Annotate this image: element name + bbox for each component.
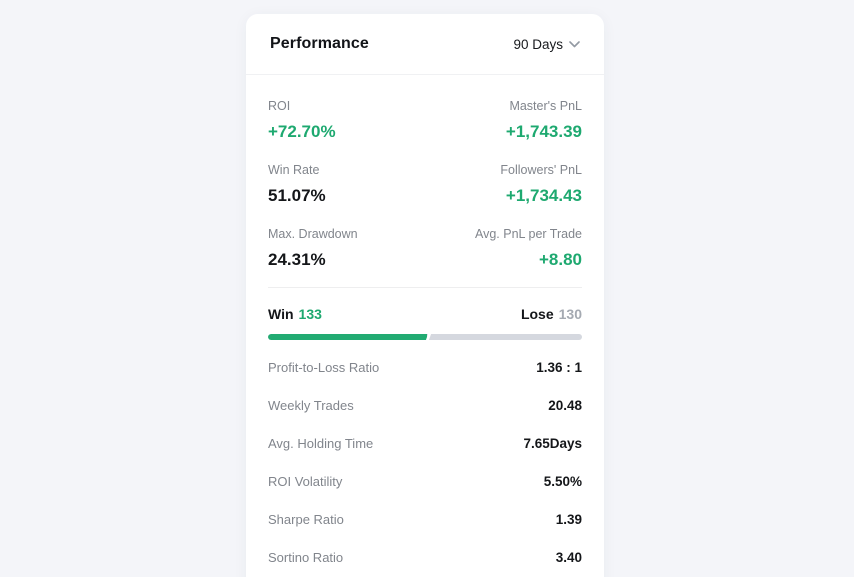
stat-label: Max. Drawdown [268, 227, 358, 241]
header-divider [246, 74, 604, 75]
card-body: ROI +72.70% Master's PnL +1,743.39 Win R… [246, 98, 604, 576]
stat-roi: ROI +72.70% [268, 98, 425, 143]
metric-row-profit-to-loss: Profit-to-Loss Ratio 1.36 : 1 [268, 348, 582, 386]
stat-max-drawdown: Max. Drawdown 24.31% [268, 226, 425, 271]
metric-label: Sortino Ratio [268, 549, 344, 565]
metric-value: 5.50% [543, 473, 582, 489]
win-lose-bar [268, 334, 582, 340]
stat-label: ROI [268, 99, 291, 113]
win-lose-labels: Win 133 Lose 130 [268, 305, 582, 324]
period-dropdown-value: 90 Days [513, 36, 563, 52]
section-divider [268, 287, 582, 288]
metric-value: 20.48 [548, 397, 582, 413]
lose-label: Lose [520, 306, 554, 322]
stat-label: Win Rate [268, 163, 320, 177]
stat-masters-pnl: Master's PnL +1,743.39 [425, 98, 582, 143]
metric-row-roi-volatility: ROI Volatility 5.50% [268, 462, 582, 500]
stat-followers-pnl: Followers' PnL +1,734.43 [425, 162, 582, 207]
win-bar-segment [268, 334, 427, 340]
lose-label-group: Lose 130 [521, 305, 582, 324]
metric-value: 3.40 [555, 549, 582, 565]
win-label: Win [268, 306, 294, 322]
stat-value: 24.31% [268, 250, 326, 269]
metric-row-weekly-trades: Weekly Trades 20.48 [268, 386, 582, 424]
stat-win-rate: Win Rate 51.07% [268, 162, 425, 207]
performance-card: Performance 90 Days ROI +72.70% Master's… [246, 14, 604, 577]
metric-row-avg-holding-time: Avg. Holding Time 7.65Days [268, 424, 582, 462]
metric-row-sharpe-ratio: Sharpe Ratio 1.39 [268, 500, 582, 538]
lose-count: 130 [558, 306, 582, 322]
stat-label: Master's PnL [509, 99, 582, 113]
period-dropdown[interactable]: 90 Days [513, 37, 580, 52]
win-lose-section: Win 133 Lose 130 [268, 305, 582, 340]
stats-grid: ROI +72.70% Master's PnL +1,743.39 Win R… [268, 98, 582, 271]
stat-value: 51.07% [268, 186, 326, 205]
metric-label: Weekly Trades [268, 397, 354, 413]
metric-label: Profit-to-Loss Ratio [268, 359, 380, 375]
stat-value: +72.70% [268, 122, 336, 141]
metric-value: 1.39 [555, 511, 582, 527]
stat-value: +8.80 [538, 250, 582, 269]
win-label-group: Win 133 [268, 305, 322, 324]
stat-label: Avg. PnL per Trade [474, 227, 582, 241]
chevron-down-icon [569, 40, 580, 47]
metric-label: ROI Volatility [268, 473, 343, 489]
stat-value: +1,734.43 [505, 186, 582, 205]
metric-value: 7.65Days [523, 435, 582, 451]
win-count: 133 [298, 306, 322, 322]
stat-value: +1,743.39 [505, 122, 582, 141]
stat-label: Followers' PnL [500, 163, 582, 177]
metric-row-sortino-ratio: Sortino Ratio 3.40 [268, 538, 582, 576]
metrics-list: Profit-to-Loss Ratio 1.36 : 1 Weekly Tra… [268, 348, 582, 576]
metric-value: 1.36 : 1 [536, 359, 582, 375]
page-title: Performance [270, 35, 369, 52]
metric-label: Avg. Holding Time [268, 435, 374, 451]
stat-avg-pnl-per-trade: Avg. PnL per Trade +8.80 [425, 226, 582, 271]
card-header: Performance 90 Days [246, 14, 604, 74]
metric-label: Sharpe Ratio [268, 511, 344, 527]
